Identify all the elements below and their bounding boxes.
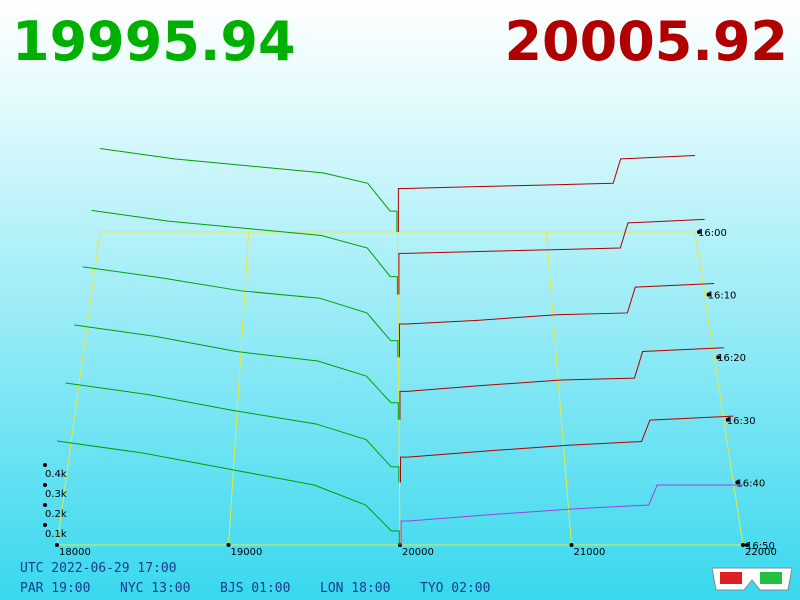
y-tick-label: 0.4k xyxy=(45,469,67,480)
time-label: 16:00 xyxy=(698,228,727,239)
ask-rise xyxy=(399,456,408,483)
ask-depth-line xyxy=(404,154,696,189)
tick-dot xyxy=(226,543,231,547)
ask-depth-line xyxy=(407,347,724,392)
bid-depth-line xyxy=(74,324,392,404)
ask-rise xyxy=(398,323,407,358)
y-tick-dot xyxy=(43,483,47,487)
bid-depth-line xyxy=(91,209,391,277)
ask-rise xyxy=(399,390,408,420)
y-tick-label: 0.1k xyxy=(45,529,67,540)
time-zone: PAR 19:00 xyxy=(20,581,90,596)
ask-rise xyxy=(397,188,405,232)
ask-depth-line xyxy=(407,415,734,458)
tick-dot xyxy=(741,543,745,547)
bid-drop xyxy=(390,402,399,420)
time-label: 16:20 xyxy=(717,353,746,364)
glasses-icon xyxy=(711,567,793,591)
y-tick-dot xyxy=(43,503,47,507)
bid-depth-line xyxy=(82,266,391,341)
grid-line xyxy=(397,231,401,546)
grid-line xyxy=(56,231,101,546)
best-bid: 19995.94 xyxy=(12,10,296,73)
bid-depth-line xyxy=(99,147,391,212)
y-tick-dot xyxy=(43,463,47,467)
time-dot xyxy=(706,292,711,297)
time-zone: TYO 02:00 xyxy=(420,581,490,596)
x-tick-label: 19000 xyxy=(231,547,263,558)
y-tick-label: 0.3k xyxy=(45,489,67,500)
time-zone: LON 18:00 xyxy=(320,581,390,596)
plot: 18000 19000 20000 21000 22000 16:00 16:10 16:20… xyxy=(43,147,777,558)
y-tick-dot xyxy=(43,523,47,527)
best-ask: 20005.92 xyxy=(504,10,788,73)
time-dot xyxy=(697,230,701,234)
bid-drop xyxy=(390,210,398,232)
tick-dot xyxy=(569,543,574,547)
ask-rise xyxy=(398,252,406,295)
time-dot xyxy=(725,417,730,422)
time-label: 16:50 xyxy=(746,541,775,552)
y-tick-label: 0.2k xyxy=(45,509,67,520)
x-tick-label: 21000 xyxy=(574,547,606,558)
ask-depth-line xyxy=(405,218,705,254)
grid-line xyxy=(545,231,572,546)
bid-drop xyxy=(390,340,399,358)
time-label: 16:30 xyxy=(727,416,756,427)
x-tick-label: 22000 xyxy=(745,547,777,558)
bid-depth-line xyxy=(65,382,392,468)
tick-dot xyxy=(55,543,59,547)
bid-drop xyxy=(391,530,400,545)
bid-drop xyxy=(390,276,398,295)
grid-line xyxy=(228,231,250,546)
time-zone: NYC 13:00 xyxy=(120,581,190,596)
ask-depth-line xyxy=(406,282,715,325)
time-dot xyxy=(735,480,740,485)
time-label: 16:10 xyxy=(708,291,737,302)
x-tick-label: 18000 xyxy=(59,547,91,558)
time-zone: BJS 01:00 xyxy=(220,581,290,596)
utc-time: UTC 2022-06-29 17:00 xyxy=(20,561,177,576)
bid-drop xyxy=(391,466,400,483)
time-label: 16:40 xyxy=(736,478,765,489)
ask-rise xyxy=(400,520,409,545)
ask-depth-line xyxy=(408,484,743,522)
bid-depth-line xyxy=(56,440,392,532)
time-dot xyxy=(745,543,749,547)
x-tick-label: 20000 xyxy=(402,547,434,558)
time-dot xyxy=(716,355,721,360)
